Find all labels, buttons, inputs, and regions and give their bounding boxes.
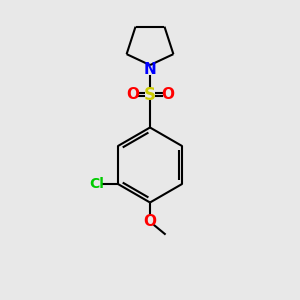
Text: N: N [144,62,156,77]
Text: S: S [144,85,156,103]
Text: O: O [161,87,174,102]
Text: O: O [126,87,139,102]
Text: Cl: Cl [89,177,104,191]
Text: O: O [143,214,157,229]
